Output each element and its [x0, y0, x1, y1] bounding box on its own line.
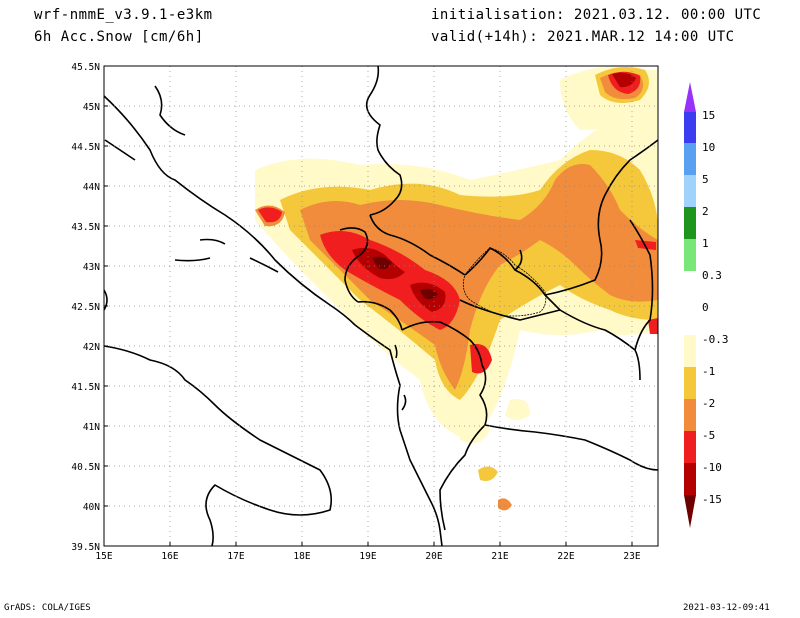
colorbar-label: 0	[702, 301, 709, 314]
colorbar-label: 0.3	[702, 269, 722, 282]
lon-label: 16E	[161, 551, 178, 562]
valid-time: valid(+14h): 2021.MAR.12 14:00 UTC	[431, 29, 735, 45]
colorbar-swatch	[684, 207, 696, 239]
lat-ticks	[104, 105, 108, 507]
lon-label: 20E	[425, 551, 442, 562]
lat-label: 42.5N	[71, 302, 100, 313]
colorbar-swatch	[684, 175, 696, 207]
lat-label: 44N	[83, 182, 100, 193]
map-plot-area	[104, 66, 658, 546]
colorbar-swatch	[684, 143, 696, 175]
colorbar-top-arrow	[684, 82, 696, 112]
lat-label: 41.5N	[71, 382, 100, 393]
colorbar-label: -2	[702, 397, 715, 410]
colorbar-labels: 15 10 5 2 1 0.3 0 -0.3 -1 -2 -5 -10 -15	[702, 109, 729, 506]
colorbar-label: -10	[702, 461, 722, 474]
colorbar-label: -5	[702, 429, 715, 442]
colorbar	[684, 82, 696, 528]
lat-label: 43.5N	[71, 222, 100, 233]
lat-label: 40N	[83, 502, 100, 513]
colorbar-label: 2	[702, 205, 709, 218]
colorbar-swatch	[684, 335, 696, 367]
grid-lines	[104, 66, 658, 546]
colorbar-label: 10	[702, 141, 715, 154]
lon-label: 15E	[95, 551, 112, 562]
colorbar-swatch	[684, 399, 696, 431]
colorbar-swatch	[684, 431, 696, 463]
field-title: 6h Acc.Snow [cm/6h]	[34, 29, 204, 45]
init-time: initialisation: 2021.03.12. 00:00 UTC	[431, 7, 762, 23]
colorbar-swatch	[684, 239, 696, 271]
colorbar-label: 5	[702, 173, 709, 186]
lon-label: 23E	[623, 551, 640, 562]
colorbar-label: 15	[702, 109, 715, 122]
lat-label: 39.5N	[71, 542, 100, 553]
lat-label: 40.5N	[71, 462, 100, 473]
lat-axis: 45.5N 45N 44.5N 44N 43.5N 43N 42.5N 42N …	[71, 62, 100, 553]
lon-axis: 15E 16E 17E 18E 19E 20E 21E 22E 23E	[95, 551, 640, 562]
lon-label: 21E	[491, 551, 508, 562]
colorbar-swatch	[684, 367, 696, 399]
colorbar-label: -1	[702, 365, 715, 378]
lon-label: 18E	[293, 551, 310, 562]
lat-label: 42N	[83, 342, 100, 353]
footer-credit: GrADS: COLA/IGES	[4, 603, 91, 613]
lat-label: 44.5N	[71, 142, 100, 153]
lon-ticks	[169, 542, 633, 546]
colorbar-label: -0.3	[702, 333, 729, 346]
snow-field-maroon	[372, 256, 438, 300]
lat-label: 45N	[83, 102, 100, 113]
model-title: wrf-nmmE_v3.9.1-e3km	[34, 7, 213, 23]
lat-label: 41N	[83, 422, 100, 433]
colorbar-swatch	[684, 112, 696, 143]
lat-label: 45.5N	[71, 62, 100, 73]
lon-label: 22E	[557, 551, 574, 562]
lon-label: 17E	[227, 551, 244, 562]
colorbar-label: -15	[702, 493, 722, 506]
colorbar-swatch	[684, 271, 696, 303]
footer-timestamp: 2021-03-12-09:41	[683, 603, 770, 613]
colorbar-swatch	[684, 303, 696, 335]
coastlines	[104, 85, 443, 546]
kosovo-border	[462, 247, 547, 317]
lon-label: 19E	[359, 551, 376, 562]
colorbar-bottom-arrow	[684, 495, 696, 528]
country-borders	[339, 66, 658, 531]
colorbar-swatch	[684, 463, 696, 495]
lat-label: 43N	[83, 262, 100, 273]
colorbar-label: 1	[702, 237, 709, 250]
